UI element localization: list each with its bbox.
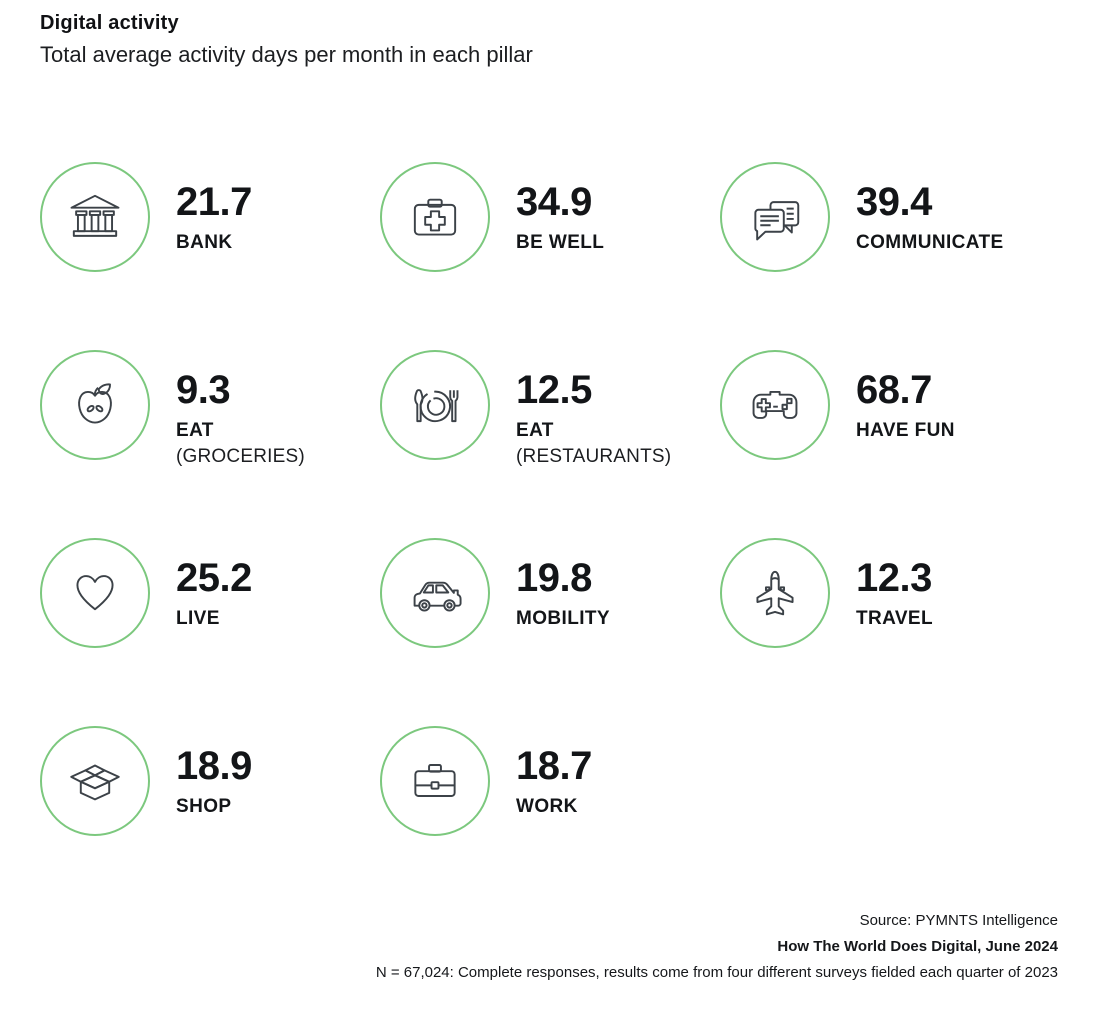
pillar-item-eat-restaurants: 12.5 EAT (RESTAURANTS) [380, 350, 720, 467]
icon-circle [40, 350, 150, 460]
pillar-label: EAT [516, 420, 554, 441]
icon-circle [40, 162, 150, 272]
pillar-label: EAT [176, 420, 214, 441]
gamepad-icon [752, 390, 798, 419]
source-footer: Source: PYMNTS Intelligence How The Worl… [376, 908, 1058, 986]
page-subtitle: Total average activity days per month in… [40, 42, 533, 67]
pillar-label: BANK [176, 232, 233, 253]
pillar-label: BE WELL [516, 232, 605, 253]
pillar-value: 9.3 [176, 368, 231, 412]
car-icon [413, 581, 462, 612]
briefcase-icon [414, 764, 456, 797]
icon-circle [380, 726, 490, 836]
pillar-value: 19.8 [516, 556, 592, 600]
pillar-sublabel: (GROCERIES) [176, 446, 305, 467]
source-line: Source: PYMNTS Intelligence [859, 912, 1058, 929]
airplane-icon [756, 570, 794, 616]
icon-circle [40, 726, 150, 836]
apple-icon [78, 383, 112, 424]
heart-icon [76, 575, 114, 611]
pillar-value: 12.3 [856, 556, 932, 600]
pillar-item-mobility: 19.8 MOBILITY [380, 538, 720, 648]
pillar-label: LIVE [176, 608, 220, 629]
icon-circle [380, 350, 490, 460]
pillar-item-eat-groceries: 9.3 EAT (GROCERIES) [40, 350, 380, 467]
pillar-label: HAVE FUN [856, 420, 955, 441]
open-box-icon [70, 764, 120, 801]
pillar-label: TRAVEL [856, 608, 933, 629]
pillar-item-communicate: 39.4 COMMUNICATE [720, 162, 1060, 272]
chat-bubbles-icon [754, 201, 800, 241]
report-title-line: How The World Does Digital, June 2024 [777, 938, 1058, 955]
pillar-label: COMMUNICATE [856, 232, 1004, 253]
plate-cutlery-icon [414, 389, 459, 423]
sample-size-line: N = 67,024: Complete responses, results … [375, 964, 1058, 981]
pillar-item-travel: 12.3 TRAVEL [720, 538, 1060, 648]
icon-circle [380, 162, 490, 272]
pillar-item-live: 25.2 LIVE [40, 538, 380, 648]
pillar-value: 21.7 [176, 180, 252, 224]
pillar-item-be-well: 34.9 BE WELL [380, 162, 720, 272]
pillar-item-have-fun: 68.7 HAVE FUN [720, 350, 1060, 460]
chart-header: Digital activity Total average activity … [40, 12, 533, 68]
icon-circle [720, 538, 830, 648]
pillar-sublabel: (RESTAURANTS) [516, 446, 672, 467]
pillar-value: 39.4 [856, 180, 932, 224]
pillar-value: 68.7 [856, 368, 932, 412]
icon-circle [40, 538, 150, 648]
pillar-item-shop: 18.9 SHOP [40, 726, 380, 836]
pillar-label: MOBILITY [516, 608, 610, 629]
pillar-item-work: 18.7 WORK [380, 726, 720, 836]
pillar-value: 25.2 [176, 556, 252, 600]
bank-icon [70, 194, 120, 237]
icon-circle [720, 162, 830, 272]
page-title: Digital activity [40, 12, 179, 34]
pillar-value: 18.7 [516, 744, 592, 788]
pillar-grid: 21.7 BANK 34.9 BE WELL [40, 162, 1060, 836]
pillar-item-bank: 21.7 BANK [40, 162, 380, 272]
pillar-value: 18.9 [176, 744, 252, 788]
pillar-value: 34.9 [516, 180, 592, 224]
first-aid-icon [413, 198, 457, 236]
icon-circle [720, 350, 830, 460]
pillar-label: SHOP [176, 796, 232, 817]
icon-circle [380, 538, 490, 648]
pillar-value: 12.5 [516, 368, 592, 412]
pillar-label: WORK [516, 796, 578, 817]
